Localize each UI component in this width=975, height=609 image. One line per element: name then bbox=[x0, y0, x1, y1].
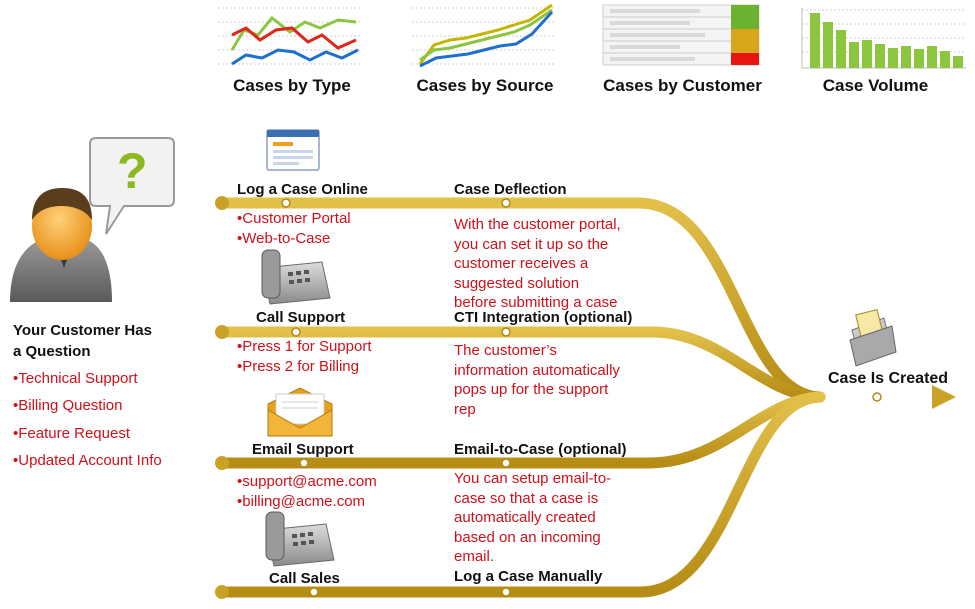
channel-bullet: Press 2 for Billing bbox=[237, 358, 359, 375]
channel-name-call-sales: Call Sales bbox=[269, 570, 340, 587]
customer-item: Billing Question bbox=[13, 397, 122, 414]
thumb-label-customer: Cases by Customer bbox=[603, 76, 762, 95]
cases-by-source-chart bbox=[412, 3, 556, 68]
channel-name-call-support: Call Support bbox=[256, 309, 346, 326]
feature-desc-email: You can setup email-to- case so that a c… bbox=[454, 470, 612, 566]
customer-person-icon bbox=[10, 188, 112, 302]
cases-by-type-chart bbox=[218, 7, 362, 66]
result-arrowhead bbox=[932, 385, 956, 409]
feature-desc-online: With the customer portal, you can set it… bbox=[454, 216, 621, 312]
case-volume-chart bbox=[801, 8, 966, 69]
thumb-label-volume: Case Volume bbox=[822, 76, 929, 95]
customer-item: Updated Account Info bbox=[13, 452, 161, 469]
track-call-support bbox=[216, 326, 826, 403]
customer-title-1: Your Customer Has bbox=[13, 322, 152, 339]
case-file-icon bbox=[849, 309, 897, 367]
customer-item: Feature Request bbox=[13, 425, 130, 442]
feature-title-manual: Log a Case Manually bbox=[454, 568, 603, 585]
result-label: Case Is Created bbox=[828, 370, 949, 387]
feature-title-email: Email-to-Case (optional) bbox=[454, 441, 627, 458]
channel-bullet: Customer Portal bbox=[237, 210, 350, 227]
track-call-sales bbox=[216, 391, 826, 598]
feature-desc-cti: The customer’s information automatically… bbox=[454, 342, 620, 418]
channel-bullet: Press 1 for Support bbox=[237, 338, 371, 355]
envelope-icon bbox=[267, 387, 333, 437]
channel-name-email: Email Support bbox=[252, 441, 354, 458]
customer-item: Technical Support bbox=[13, 370, 137, 387]
channel-bullet: Web-to-Case bbox=[237, 230, 330, 247]
feature-title-online: Case Deflection bbox=[454, 181, 567, 198]
channel-bullet: billing@acme.com bbox=[237, 493, 365, 510]
thumb-label-type: Cases by Type bbox=[233, 76, 351, 95]
cases-by-customer-chart bbox=[602, 4, 760, 66]
feature-title-cti: CTI Integration (optional) bbox=[454, 309, 633, 326]
phone-icon-sales bbox=[265, 511, 335, 567]
thumb-label-source: Cases by Source bbox=[416, 76, 554, 95]
web-form-icon bbox=[266, 129, 320, 171]
channel-name-online: Log a Case Online bbox=[237, 181, 368, 198]
channel-bullet: support@acme.com bbox=[237, 473, 376, 490]
speech-bubble bbox=[89, 137, 175, 235]
phone-icon bbox=[261, 249, 331, 305]
channel-tracks bbox=[215, 196, 956, 599]
customer-title-2: a Question bbox=[13, 343, 91, 360]
question-mark: ? bbox=[117, 143, 148, 199]
